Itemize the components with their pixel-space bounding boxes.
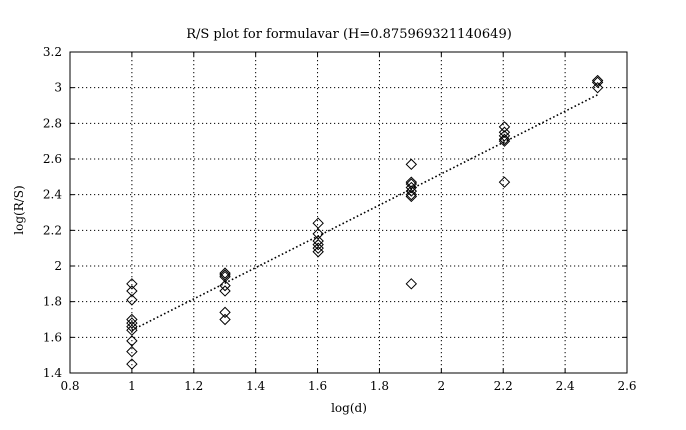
grid-lines bbox=[70, 52, 627, 373]
data-point-diamond bbox=[219, 285, 231, 297]
x-tick-label: 1 bbox=[128, 379, 136, 393]
x-tick-label: 2.6 bbox=[617, 379, 636, 393]
data-point-diamond bbox=[219, 306, 231, 319]
data-point-diamond bbox=[126, 320, 138, 333]
data-point-diamond bbox=[126, 278, 138, 290]
chart-title: R/S plot for formulavar (H=0.87596932114… bbox=[186, 27, 512, 42]
x-tick-label: 2 bbox=[438, 379, 446, 393]
x-tick-label: 2.4 bbox=[556, 379, 575, 393]
y-tick-label: 1.6 bbox=[43, 330, 62, 344]
data-point-diamond bbox=[126, 317, 138, 329]
y-tick-label: 2.2 bbox=[43, 223, 62, 237]
data-point-diamond bbox=[126, 345, 138, 358]
y-tick-label: 2 bbox=[54, 259, 62, 273]
data-point-diamond bbox=[312, 238, 324, 251]
data-point-diamond bbox=[405, 158, 418, 171]
x-tick-label: 0.8 bbox=[60, 379, 79, 393]
data-point-diamond bbox=[498, 135, 511, 147]
data-point-diamond bbox=[498, 121, 511, 133]
x-tick-label: 1.2 bbox=[184, 379, 203, 393]
y-tick-label: 2.4 bbox=[43, 188, 62, 202]
y-tick-labels: 1.4 1.6 1.8 2 2.2 2.4 2.6 2.8 3 3.2 bbox=[43, 45, 62, 380]
data-point-diamond bbox=[498, 126, 511, 138]
data-point-diamond bbox=[219, 313, 231, 326]
data-point-diamond bbox=[498, 176, 511, 188]
data-point-diamond bbox=[405, 188, 418, 201]
fit-line bbox=[131, 94, 598, 331]
x-tick-labels: 0.8 1 1.2 1.4 1.6 1.8 2 2.2 2.4 2.6 bbox=[60, 379, 636, 393]
y-tick-label: 3.2 bbox=[43, 45, 62, 59]
data-point-diamond bbox=[591, 74, 604, 87]
data-point-diamond bbox=[219, 279, 231, 292]
data-points bbox=[126, 74, 604, 370]
y-tick-label: 1.4 bbox=[43, 366, 62, 380]
y-tick-label: 3 bbox=[54, 81, 62, 95]
x-axis-label: log(d) bbox=[331, 401, 367, 415]
data-point-diamond bbox=[126, 294, 138, 306]
data-point-diamond bbox=[405, 181, 418, 194]
data-point-diamond bbox=[498, 133, 511, 146]
data-point-diamond bbox=[591, 81, 604, 94]
y-axis-label: log(R/S) bbox=[12, 185, 26, 234]
data-point-diamond bbox=[219, 270, 231, 283]
axis-ticks bbox=[69, 51, 628, 374]
data-point-diamond bbox=[405, 190, 418, 203]
x-tick-label: 2.2 bbox=[494, 379, 513, 393]
data-point-diamond bbox=[312, 242, 324, 254]
data-point-diamond bbox=[405, 185, 418, 197]
x-tick-label: 1.8 bbox=[370, 379, 389, 393]
x-tick-label: 1.6 bbox=[308, 379, 327, 393]
data-point-diamond bbox=[126, 285, 138, 297]
data-point-diamond bbox=[312, 217, 324, 229]
plot-frame bbox=[69, 51, 628, 374]
data-point-diamond bbox=[405, 176, 418, 188]
data-point-diamond bbox=[405, 278, 418, 290]
data-point-diamond bbox=[498, 130, 511, 142]
data-point-diamond bbox=[126, 358, 138, 370]
data-point-diamond bbox=[219, 267, 231, 279]
y-tick-label: 2.8 bbox=[43, 116, 62, 130]
data-point-diamond bbox=[312, 246, 324, 258]
y-tick-label: 1.8 bbox=[43, 295, 62, 309]
x-tick-label: 1.4 bbox=[246, 379, 265, 393]
data-point-diamond bbox=[591, 76, 604, 89]
y-tick-label: 2.6 bbox=[43, 152, 62, 166]
